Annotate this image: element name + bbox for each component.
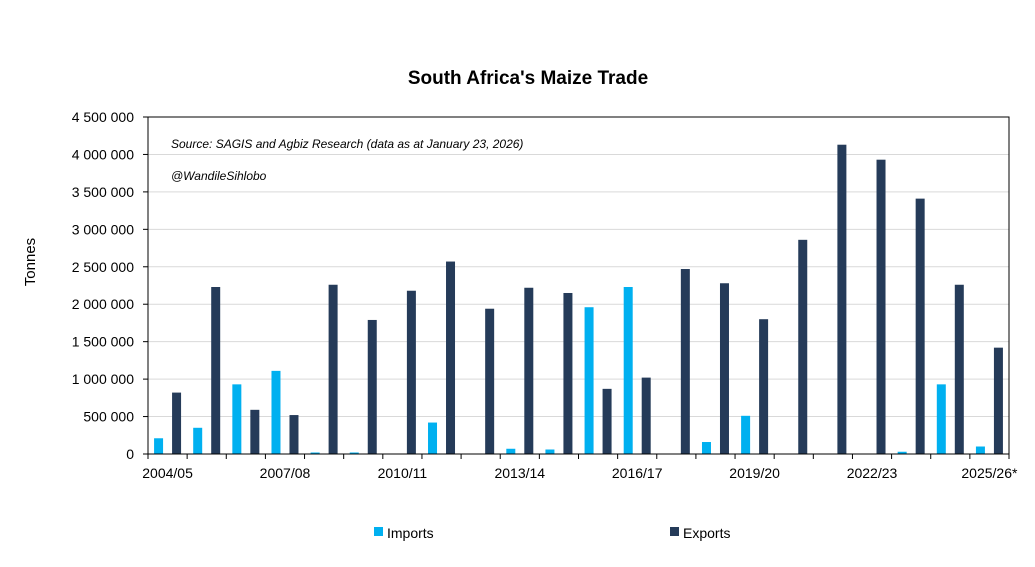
- y-tick-label: 4 500 000: [72, 109, 134, 125]
- bar-exports: [485, 308, 495, 454]
- x-tick-label: 2022/23: [847, 465, 898, 481]
- bar-exports: [719, 283, 729, 454]
- bar-imports: [193, 427, 203, 454]
- legend-label-exports: Exports: [683, 525, 730, 541]
- x-tick-label: 2007/08: [260, 465, 311, 481]
- author-handle-annotation: @WandileSihlobo: [171, 169, 267, 183]
- x-tick-label: 2013/14: [494, 465, 545, 481]
- bar-exports: [406, 290, 416, 454]
- bar-exports: [641, 377, 651, 454]
- y-tick-label: 3 000 000: [72, 221, 134, 237]
- bars: [154, 144, 1003, 454]
- bar-imports: [936, 384, 946, 454]
- bar-imports: [897, 451, 907, 454]
- bar-exports: [915, 198, 925, 454]
- bar-exports: [876, 159, 886, 454]
- y-tick-label: 0: [126, 446, 134, 462]
- plot-frame: [147, 116, 1010, 455]
- bar-imports: [741, 415, 751, 454]
- legend-swatch-exports: [670, 527, 679, 536]
- bar-imports: [232, 384, 242, 454]
- bar-imports: [310, 452, 320, 454]
- bar-exports: [993, 347, 1003, 454]
- bar-imports: [506, 448, 516, 454]
- chart-title: South Africa's Maize Trade: [408, 68, 648, 89]
- bar-exports: [289, 415, 299, 454]
- y-tick-label: 2 500 000: [72, 259, 134, 275]
- bar-exports: [328, 284, 338, 454]
- bar-imports: [584, 307, 594, 454]
- x-tick-label: 2025/26*: [961, 465, 1018, 481]
- x-axis-ticks: 2004/05 2007/08 2010/11 2013/14 2016/17 2019/…: [142, 454, 1018, 481]
- bar-imports: [428, 422, 438, 454]
- bar-imports: [545, 449, 555, 454]
- bar-exports: [250, 409, 260, 454]
- y-tick-label: 1 500 000: [72, 334, 134, 350]
- bar-exports: [954, 284, 964, 454]
- y-tick-label: 2 000 000: [72, 296, 134, 312]
- bar-exports: [798, 239, 808, 454]
- bar-exports: [524, 287, 534, 454]
- x-tick-label: 2010/11: [378, 465, 428, 481]
- y-tick-label: 1 000 000: [72, 371, 134, 387]
- bar-imports: [271, 370, 281, 454]
- bar-exports: [680, 269, 690, 454]
- y-axis-ticks: 0 500 000 1 000 000 1 500 000 2 000 000 2 500…: [72, 109, 148, 462]
- bar-exports: [211, 287, 221, 454]
- bar-exports: [837, 144, 847, 454]
- bar-imports: [975, 446, 985, 454]
- bar-exports: [367, 319, 377, 454]
- bar-exports: [602, 388, 612, 454]
- bar-imports: [349, 452, 359, 454]
- y-tick-label: 500 000: [83, 409, 134, 425]
- bar-exports: [759, 319, 769, 454]
- x-tick-label: 2016/17: [612, 465, 663, 481]
- source-annotation: Source: SAGIS and Agbiz Research (data a…: [171, 137, 523, 151]
- bar-imports: [623, 287, 633, 454]
- legend-swatch-imports: [374, 527, 383, 536]
- gridlines: [148, 153, 1009, 418]
- bar-exports: [446, 261, 456, 454]
- legend: Imports Exports: [374, 525, 730, 541]
- legend-label-imports: Imports: [387, 525, 434, 541]
- x-tick-label: 2019/20: [729, 465, 780, 481]
- y-tick-label: 4 000 000: [72, 146, 134, 162]
- x-tick-label: 2004/05: [142, 465, 193, 481]
- y-axis-label: Tonnes: [22, 238, 39, 286]
- y-tick-label: 3 500 000: [72, 184, 134, 200]
- bar-imports: [154, 438, 164, 454]
- bar-exports: [563, 292, 573, 454]
- bar-exports: [172, 392, 182, 454]
- bar-imports: [701, 442, 711, 454]
